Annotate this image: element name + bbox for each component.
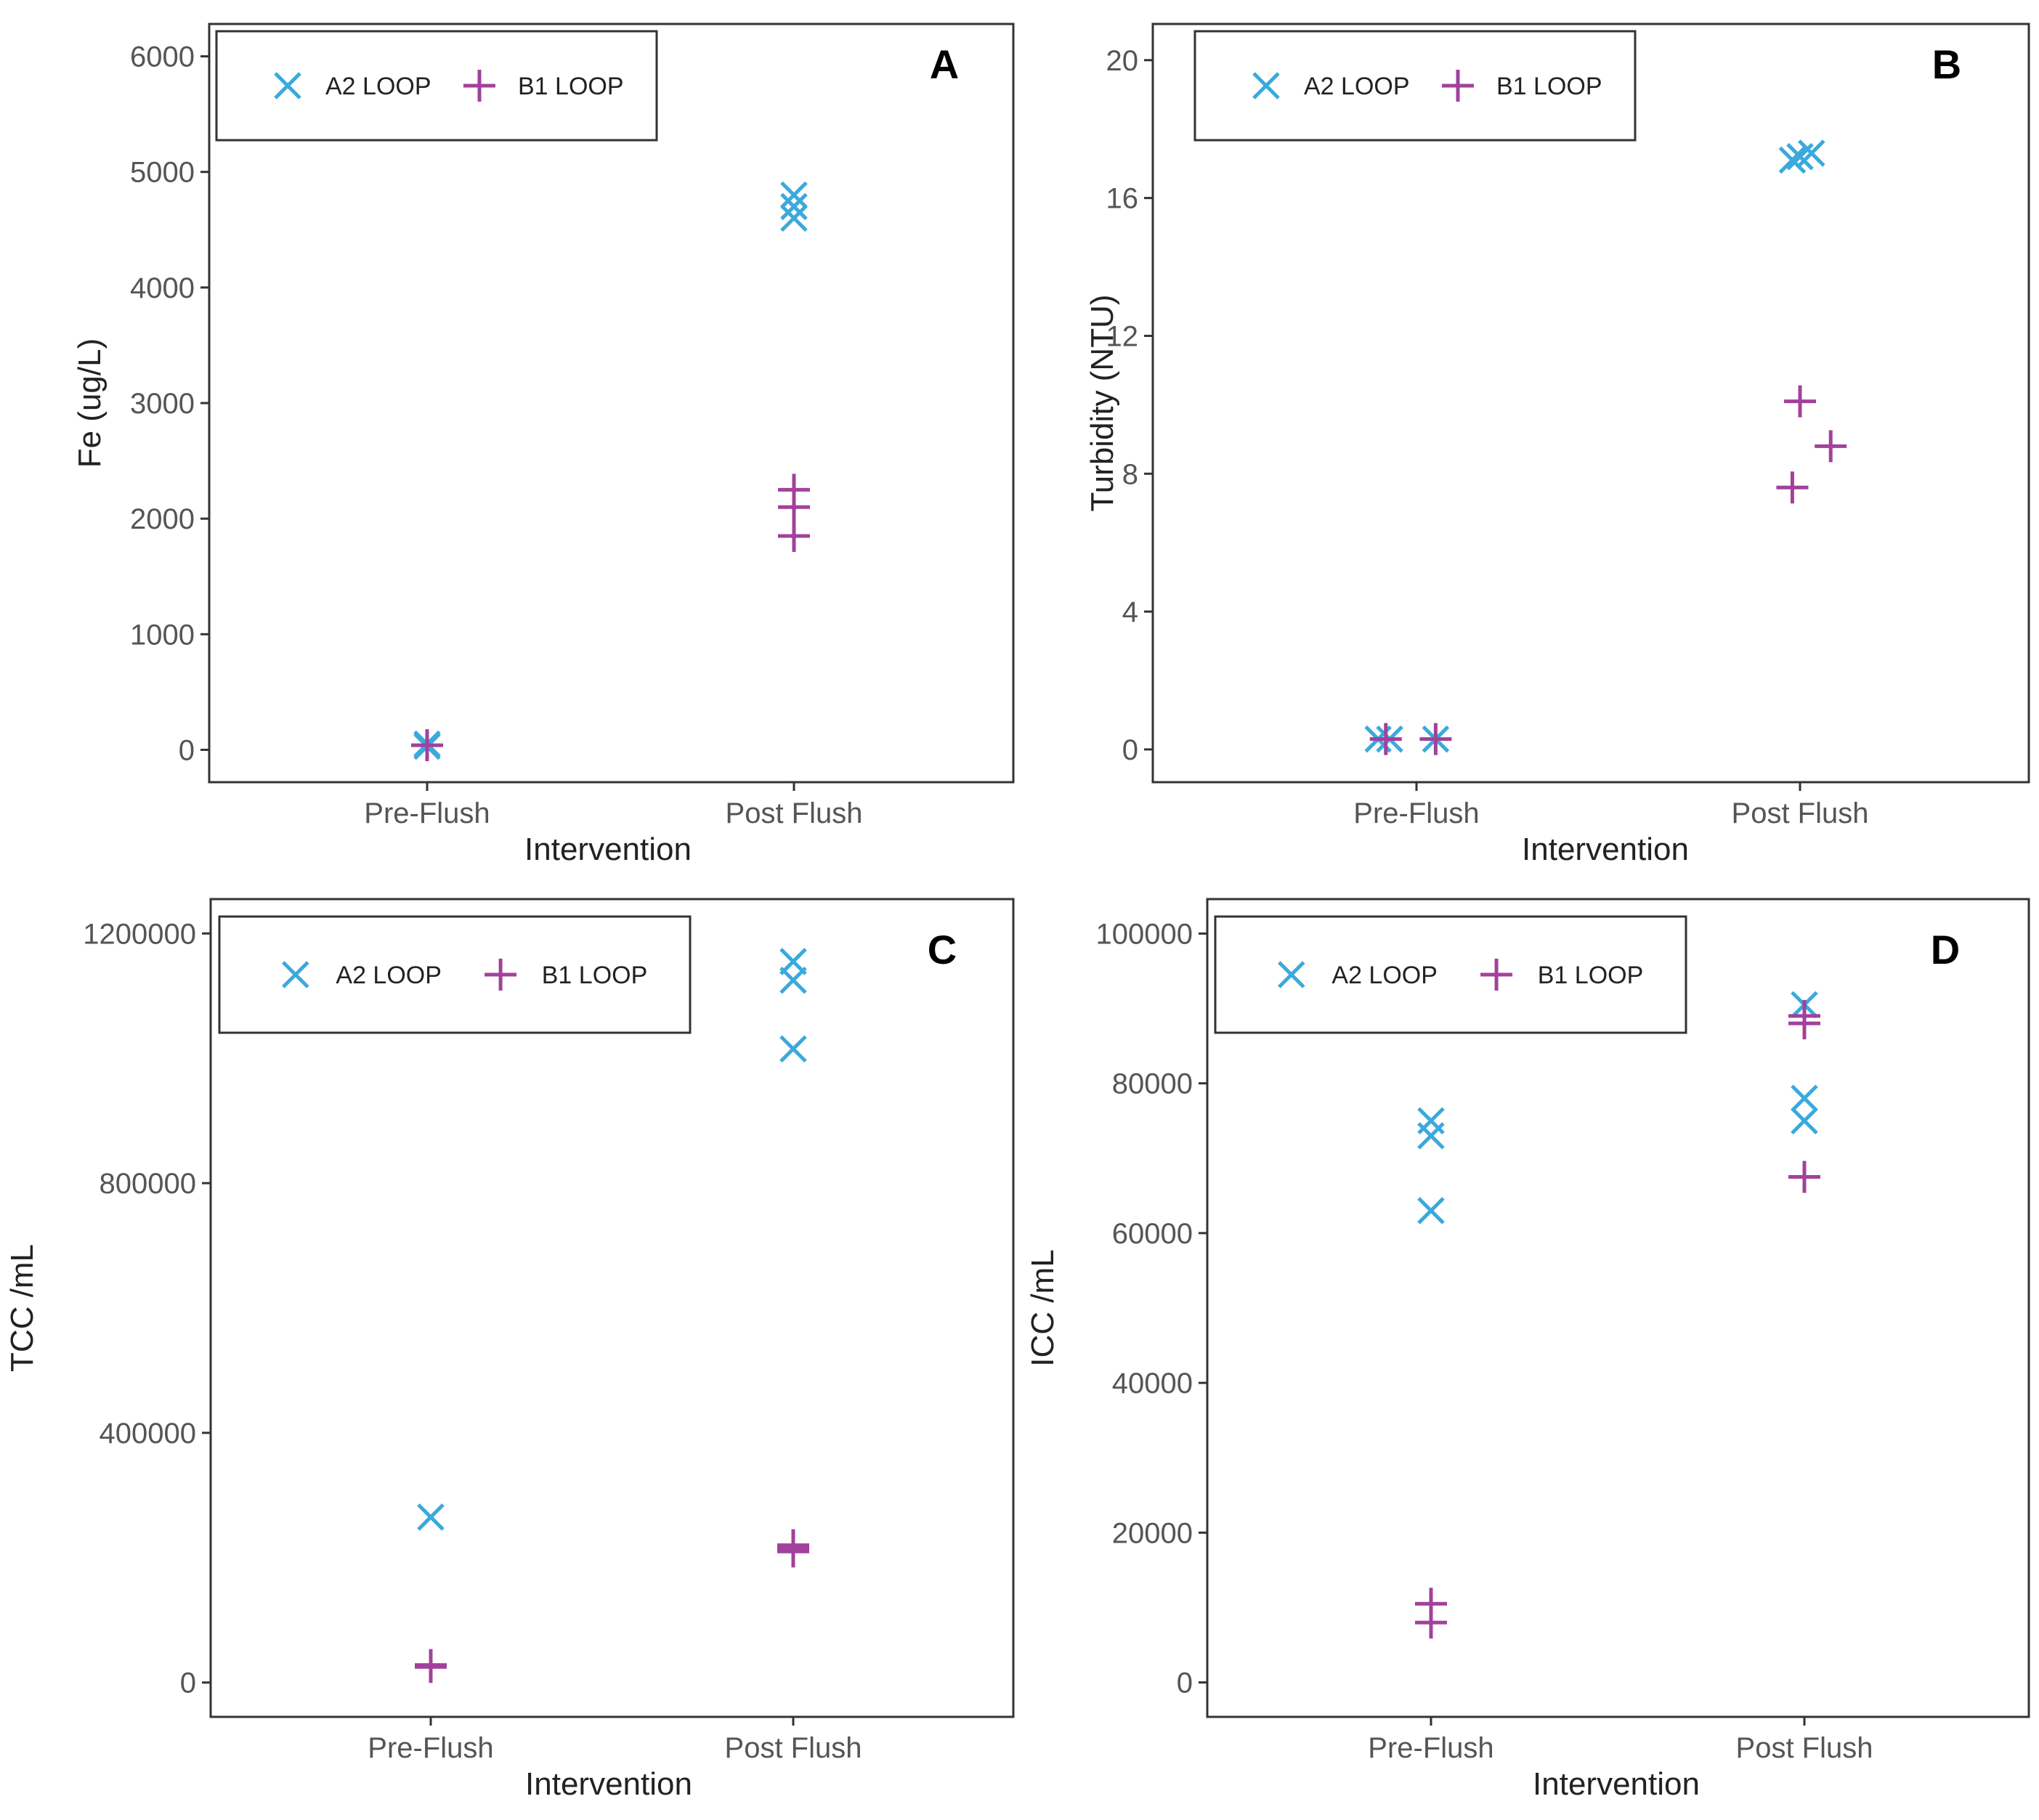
y-tick-label: 12 <box>1106 320 1139 352</box>
legend-label-b1: B1 LOOP <box>1538 962 1644 989</box>
plot-frame <box>1151 23 2030 784</box>
legend-label-a2: A2 LOOP <box>336 962 442 989</box>
y-tick-label: 4 <box>1122 596 1138 628</box>
x-tick-label: Post Flush <box>1732 797 1869 829</box>
point-a2-loop <box>1791 1084 1818 1113</box>
point-b1-loop <box>1788 1161 1820 1193</box>
y-tick-label: 80000 <box>1112 1068 1193 1100</box>
x-tick-label: Pre-Flush <box>1353 797 1479 829</box>
y-tick-label: 6000 <box>130 41 195 73</box>
y-axis-title: TCC /mL <box>4 1244 40 1372</box>
panel-letter: A <box>930 41 959 87</box>
y-tick-label: 16 <box>1106 183 1139 215</box>
y-tick-label: 20000 <box>1112 1517 1193 1549</box>
point-b1-loop <box>1784 385 1816 418</box>
y-tick-label: 60000 <box>1112 1218 1193 1250</box>
point-b1-loop <box>778 520 810 553</box>
point-a2-loop <box>779 966 807 994</box>
point-a2-loop <box>1417 1122 1445 1150</box>
y-tick-label: 0 <box>1122 734 1138 766</box>
panel-c: 0 400000 800000 1200000 Pre-Flush Post Flush I… <box>4 898 1015 1802</box>
y-axis-title: Fe (ug/L) <box>72 338 108 468</box>
a2-loop-legend-icon <box>1252 72 1280 99</box>
legend: A2 LOOP B1 LOOP <box>218 915 692 1034</box>
b1-loop-legend-icon <box>485 959 517 991</box>
y-tick-label: 8 <box>1122 458 1138 490</box>
x-tick-label: Pre-Flush <box>364 797 490 829</box>
y-tick-label: 0 <box>1177 1667 1193 1699</box>
x-axis-title: Intervention <box>1533 1766 1700 1802</box>
point-b1-loop <box>777 1535 809 1568</box>
y-tick-label: 20 <box>1106 45 1139 77</box>
y-tick-label: 100000 <box>1096 918 1193 950</box>
point-b1-loop <box>411 729 443 762</box>
x-tick-label: Post Flush <box>1736 1732 1873 1764</box>
panel-letter: C <box>928 927 957 972</box>
b1-loop-legend-icon <box>1480 959 1513 991</box>
a2-loop-legend-icon <box>274 72 301 99</box>
panel-a: 0 1000 2000 3000 4000 5000 6000 Pre-Flush Post F… <box>72 23 1015 867</box>
x-axis-title: Intervention <box>1522 832 1689 867</box>
plot-frame <box>1206 898 2030 1718</box>
legend: A2 LOOP B1 LOOP <box>1193 30 1637 142</box>
legend: A2 LOOP B1 LOOP <box>1214 915 1687 1034</box>
b1-loop-legend-icon <box>1442 70 1474 102</box>
panel-b: 0 4 8 12 16 20 Pre-Flush Post Flush Intervention… <box>1085 23 2030 867</box>
y-tick-label: 1200000 <box>83 918 196 950</box>
point-a2-loop <box>780 204 808 232</box>
point-b1-loop <box>1815 430 1847 463</box>
panel-letter: D <box>1931 927 1960 972</box>
point-a2-loop <box>1778 146 1807 174</box>
b1-loop-legend-icon <box>463 70 495 102</box>
panel-d: 0 20000 40000 60000 80000 100000 Pre-Flush Post… <box>1025 898 2030 1802</box>
y-tick-label: 400000 <box>100 1418 196 1450</box>
point-a2-loop <box>1798 139 1825 167</box>
legend-label-b1: B1 LOOP <box>1496 73 1602 100</box>
point-b1-loop <box>1369 723 1402 755</box>
y-tick-label: 5000 <box>130 157 195 189</box>
y-tick-label: 800000 <box>100 1168 196 1200</box>
point-b1-loop <box>1776 471 1809 504</box>
y-axis-title: Turbidity (NTU) <box>1085 294 1120 511</box>
y-tick-label: 1000 <box>130 619 195 651</box>
x-tick-label: Post Flush <box>725 1732 862 1764</box>
point-a2-loop <box>780 192 808 221</box>
x-tick-label: Pre-Flush <box>368 1732 493 1764</box>
point-a2-loop <box>1791 1107 1818 1134</box>
legend-label-b1: B1 LOOP <box>542 962 648 989</box>
legend-label-a2: A2 LOOP <box>1331 962 1438 989</box>
point-b1-loop <box>778 491 810 524</box>
y-tick-label: 0 <box>180 1667 196 1699</box>
x-tick-label: Post Flush <box>726 797 863 829</box>
x-axis-title: Intervention <box>525 1766 692 1802</box>
y-tick-label: 0 <box>179 734 195 766</box>
legend-label-a2: A2 LOOP <box>1304 73 1410 100</box>
point-b1-loop <box>415 1649 447 1681</box>
plot-frame <box>209 898 1015 1718</box>
point-b1-loop <box>1419 723 1452 755</box>
a2-loop-legend-icon <box>1278 961 1305 988</box>
legend-label-b1: B1 LOOP <box>518 73 624 100</box>
point-a2-loop <box>1417 1197 1445 1224</box>
point-b1-loop <box>1415 1606 1447 1639</box>
point-a2-loop <box>417 1503 445 1531</box>
legend-label-a2: A2 LOOP <box>325 73 431 100</box>
y-axis-title: ICC /mL <box>1025 1249 1061 1366</box>
y-tick-label: 4000 <box>130 272 195 304</box>
point-a2-loop <box>780 181 808 209</box>
panel-letter: B <box>1932 41 1961 87</box>
point-a2-loop <box>779 1035 807 1063</box>
point-b1-loop <box>1788 1007 1820 1040</box>
x-tick-label: Pre-Flush <box>1368 1732 1493 1764</box>
legend: A2 LOOP B1 LOOP <box>215 30 658 142</box>
y-tick-label: 3000 <box>130 388 195 420</box>
x-axis-title: Intervention <box>524 832 692 867</box>
y-tick-label: 2000 <box>130 503 195 535</box>
a2-loop-legend-icon <box>282 961 309 988</box>
y-tick-label: 40000 <box>1112 1368 1193 1399</box>
